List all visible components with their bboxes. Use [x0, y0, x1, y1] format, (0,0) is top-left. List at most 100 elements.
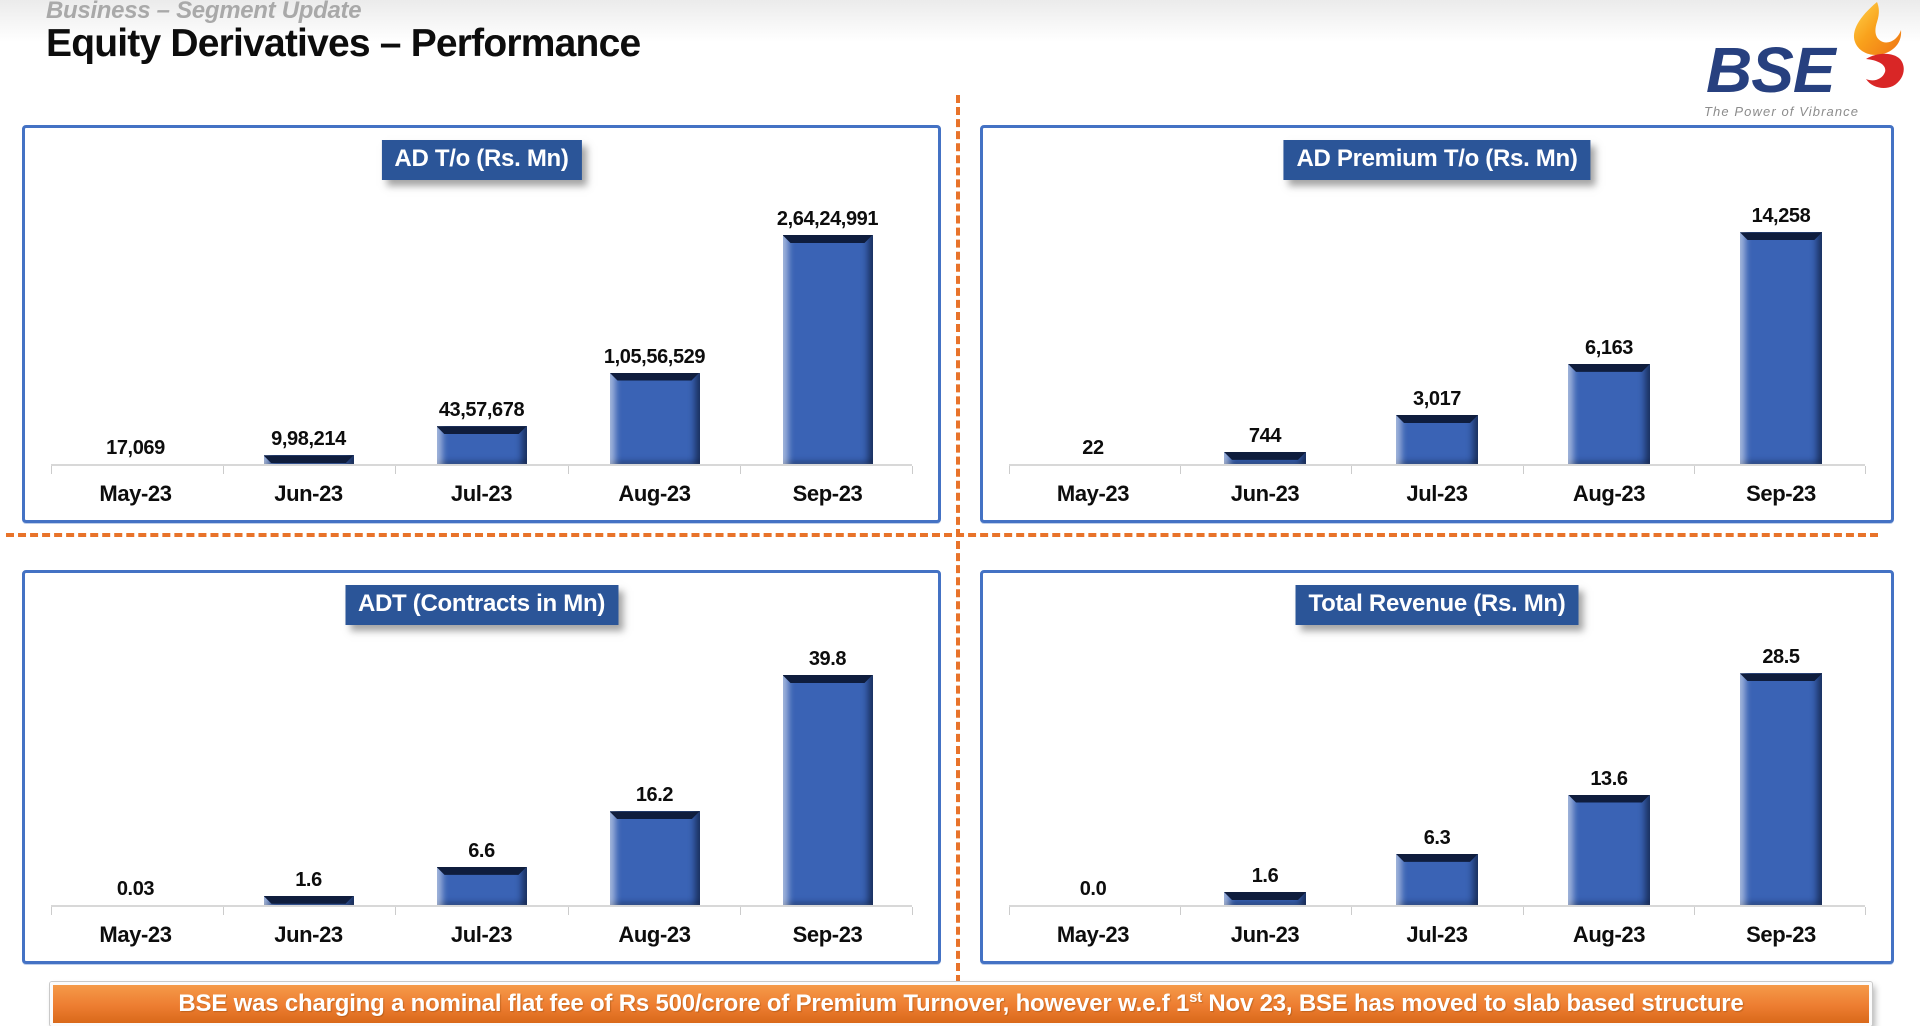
- bar-chart-total-revenue: 0.0 1.6 6.3 13.6 28.5 May-23 Jun-23 Jul-23 Aug-2…: [1007, 613, 1867, 953]
- bar-column: 744: [1179, 425, 1351, 464]
- category-label: Jul-23: [450, 922, 513, 947]
- axis-tick: [1522, 907, 1524, 915]
- category-label: Jul-23: [450, 481, 513, 506]
- chart-panel-adt-contracts: ADT (Contracts in Mn) 0.03 1.6 6.6 16.2 39.8…: [22, 570, 941, 964]
- category-label: Jul-23: [1406, 922, 1468, 947]
- bar-column: 39.8: [741, 648, 914, 905]
- axis-tick: [1009, 466, 1010, 474]
- logo-tagline: The Power of Vibrance: [1704, 104, 1860, 119]
- bar-value-label: 28.5: [1762, 646, 1800, 669]
- bar-column: 28.5: [1695, 646, 1867, 905]
- bar: [609, 811, 700, 905]
- bar: [1568, 794, 1650, 905]
- bar: [609, 372, 700, 464]
- chart-panel-ad-turnover: AD T/o (Rs. Mn) 17,069 9,98,214 43,57,678 1…: [22, 125, 941, 523]
- bar-value-label: 22: [1082, 436, 1104, 459]
- top-gradient-band: [0, 0, 1920, 42]
- axis-tick: [1865, 466, 1866, 474]
- category-label: Aug-23: [1572, 922, 1646, 947]
- bar-value-label: 6.3: [1423, 826, 1451, 849]
- chart-title-badge: AD Premium T/o (Rs. Mn): [1283, 140, 1591, 180]
- bar-value-label: 1,05,56,529: [603, 345, 706, 368]
- bar-value-label: 0.03: [116, 877, 155, 900]
- axis-tick: [912, 907, 913, 915]
- plot-area: 0.0 1.6 6.3 13.6 28.5: [1007, 613, 1867, 905]
- axis-tick: [1693, 466, 1695, 474]
- axis-tick: [1351, 466, 1353, 474]
- category-label: May-23: [99, 481, 172, 506]
- bar: [436, 426, 527, 464]
- x-axis: [1009, 905, 1866, 917]
- bar-column: 22: [1007, 437, 1179, 464]
- bar-value-label: 1.6: [1251, 865, 1279, 887]
- axis-tick: [1693, 907, 1695, 915]
- bar-value-label: 17,069: [106, 436, 165, 459]
- logo-text: BSE: [1706, 34, 1836, 106]
- bar-column: 16.2: [568, 784, 741, 905]
- bar-value-label: 14,258: [1751, 205, 1811, 228]
- bar-column: 17,069: [49, 437, 222, 464]
- x-axis: [51, 464, 913, 476]
- category-label: Sep-23: [1746, 922, 1816, 947]
- bar-column: 0.0: [1007, 878, 1179, 905]
- bar: [263, 895, 354, 905]
- category-label: Sep-23: [792, 922, 863, 947]
- category-label: Jul-23: [1406, 481, 1468, 506]
- bar-value-label: 744: [1248, 424, 1282, 447]
- bar-column: 1,05,56,529: [568, 346, 741, 464]
- bar: [1740, 673, 1822, 905]
- bar-value-label: 1.6: [295, 868, 322, 891]
- category-label: May-23: [1056, 481, 1130, 506]
- bar: [1396, 414, 1478, 464]
- bar-value-label: 6,163: [1584, 336, 1634, 359]
- axis-tick: [395, 466, 397, 474]
- axis-tick: [51, 907, 52, 915]
- bar-column: 9,98,214: [222, 428, 395, 464]
- bar: [1224, 451, 1306, 464]
- bar-column: 2,64,24,991: [741, 208, 914, 464]
- bar-column: 1.6: [222, 869, 395, 905]
- bar-value-label: 9,98,214: [271, 428, 346, 451]
- footnote-superscript: st: [1189, 990, 1202, 1006]
- bar-value-label: 13.6: [1590, 767, 1628, 790]
- bar: [782, 234, 873, 464]
- axis-tick: [1351, 907, 1353, 915]
- x-axis: [51, 905, 913, 917]
- category-label: Jun-23: [274, 922, 343, 947]
- bar-chart-ad-premium-turnover: 22 744 3,017 6,163 14,258 May-23 Jun-23 Jul-23 A…: [1007, 172, 1867, 512]
- bar-value-label: 43,57,678: [438, 399, 525, 422]
- category-row: May-23 Jun-23 Jul-23 Aug-23 Sep-23: [1007, 476, 1867, 512]
- footnote-banner: BSE was charging a nominal flat fee of R…: [50, 982, 1872, 1026]
- horizontal-divider: [6, 533, 1878, 537]
- plot-area: 17,069 9,98,214 43,57,678 1,05,56,529 2,64,2…: [49, 172, 914, 464]
- category-row: May-23 Jun-23 Jul-23 Aug-23 Sep-23: [49, 917, 914, 953]
- axis-tick: [912, 466, 913, 474]
- bar-value-label: 16.2: [635, 784, 674, 807]
- axis-tick: [51, 466, 52, 474]
- bar-column: 6.6: [395, 840, 568, 905]
- breadcrumb-eyebrow: Business – Segment Update: [46, 0, 362, 24]
- category-row: May-23 Jun-23 Jul-23 Aug-23 Sep-23: [1007, 917, 1867, 953]
- category-label: Jun-23: [1230, 922, 1300, 947]
- bar: [436, 866, 527, 905]
- bar-value-label: 2,64,24,991: [776, 207, 879, 230]
- bar-column: 13.6: [1523, 767, 1695, 905]
- axis-tick: [395, 907, 397, 915]
- bar-column: 6,163: [1523, 337, 1695, 464]
- bar: [263, 455, 354, 464]
- category-label: Sep-23: [792, 481, 863, 506]
- category-label: Jun-23: [274, 481, 343, 506]
- bse-logo: BSE The Power of Vibrance: [1690, 2, 1912, 120]
- plot-area: 0.03 1.6 6.6 16.2 39.8: [49, 613, 914, 905]
- axis-tick: [1009, 907, 1010, 915]
- category-label: Jun-23: [1230, 481, 1300, 506]
- category-label: Aug-23: [618, 922, 691, 947]
- plot-area: 22 744 3,017 6,163 14,258: [1007, 172, 1867, 464]
- chart-title-badge: ADT (Contracts in Mn): [344, 585, 619, 625]
- bar-chart-ad-turnover: 17,069 9,98,214 43,57,678 1,05,56,529 2,64,2…: [49, 172, 914, 512]
- bar-column: 14,258: [1695, 205, 1867, 464]
- x-axis: [1009, 464, 1866, 476]
- footnote-text: BSE was charging a nominal flat fee of R…: [178, 990, 1744, 1017]
- axis-tick: [223, 466, 225, 474]
- bar-value-label: 0.0: [1079, 878, 1107, 900]
